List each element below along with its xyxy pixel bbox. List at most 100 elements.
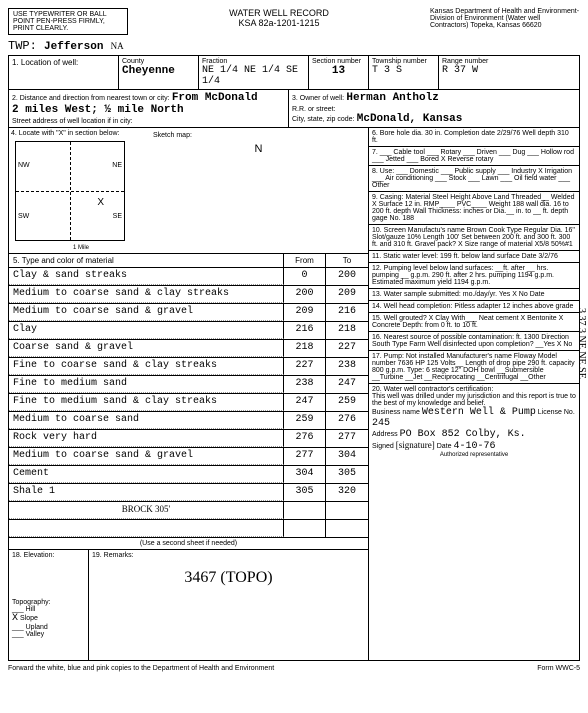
addr-label: Address bbox=[372, 431, 398, 438]
elevation-cell: 18. Elevation: Topography: ___ Hill X Sl… bbox=[9, 550, 89, 660]
s9: 9. Casing: Material Steel Height Above L… bbox=[369, 192, 579, 225]
biz-label: Business name bbox=[372, 409, 420, 416]
strata-to: 200 bbox=[326, 268, 368, 285]
distance-value2: 2 miles West; ½ mile North bbox=[12, 104, 184, 116]
s12: 12. Pumping level below land surfaces: _… bbox=[369, 263, 579, 289]
strata-name: Medium to coarse sand & gravel bbox=[9, 448, 284, 465]
s20-text: This well was drilled under my jurisdict… bbox=[372, 393, 576, 407]
owner-name: Herman Antholz bbox=[346, 92, 438, 104]
s8: 8. Use: ___ Domestic ___ Public supply _… bbox=[369, 166, 579, 192]
se-label: SE bbox=[113, 213, 122, 220]
topo-label: Topography: bbox=[12, 599, 85, 606]
strata-name: Clay & sand streaks bbox=[9, 268, 284, 285]
s6: 6. Bore hole dia. 30 in. Completion date… bbox=[369, 128, 579, 147]
twp-handwritten: NA bbox=[111, 41, 124, 51]
street-label: Street address of well location if in ci… bbox=[12, 118, 133, 125]
s15: 15. Well grouted? X Clay With___ Neat ce… bbox=[369, 313, 579, 332]
strata-from: 277 bbox=[284, 448, 326, 465]
owner-cell: 3. Owner of well: Herman Antholz R.R. or… bbox=[289, 90, 579, 127]
strata-to: 238 bbox=[326, 358, 368, 375]
brock-to bbox=[326, 502, 368, 519]
strata-header: 5. Type and color of material From To bbox=[9, 254, 368, 268]
distance-cell: 2. Distance and direction from nearest t… bbox=[9, 90, 289, 127]
water-well-record-form: USE TYPEWRITER OR BALL POINT PEN-PRESS F… bbox=[0, 0, 588, 680]
strata-row: Fine to medium sand & clay streaks 247 2… bbox=[9, 394, 368, 412]
left-column: 4. Locate with "X" in section below: NW … bbox=[9, 128, 369, 660]
township-value: T 3 S bbox=[372, 65, 435, 76]
remarks-cell: 19. Remarks: 3467 (TOPO) bbox=[89, 550, 368, 660]
strata-to: 277 bbox=[326, 430, 368, 447]
twp-value: Jefferson bbox=[44, 41, 103, 53]
range-value: R 37 W bbox=[442, 65, 576, 76]
s13: 13. Water sample submitted: mo./day/yr. … bbox=[369, 289, 579, 301]
strata-to: 227 bbox=[326, 340, 368, 357]
strata-name: Fine to medium sand & clay streaks bbox=[9, 394, 284, 411]
strata-row: Clay 216 218 bbox=[9, 322, 368, 340]
subtitle-text: KSA 82a-1201-1215 bbox=[229, 18, 329, 28]
topo-list: ___ Hill X Slope ___ Upland ___ Valley bbox=[12, 606, 85, 638]
from-header: From bbox=[284, 254, 326, 267]
h-divider bbox=[16, 191, 124, 192]
fraction-cell: Fraction NE 1/4 NE 1/4 SE 1/4 bbox=[199, 56, 309, 89]
empty-to bbox=[326, 520, 368, 537]
footer-row: Forward the white, blue and pink copies … bbox=[8, 661, 580, 672]
sign-label: Signed bbox=[372, 443, 394, 450]
strata-from: 247 bbox=[284, 394, 326, 411]
strata-name: Cement bbox=[9, 466, 284, 483]
strata-to: 216 bbox=[326, 304, 368, 321]
section-label: Section number bbox=[312, 58, 365, 65]
biz-value: Western Well & Pump bbox=[422, 407, 536, 418]
s20-label: 20. Water well contractor's certificatio… bbox=[372, 386, 576, 393]
sketch-label: Sketch map: bbox=[153, 132, 364, 139]
title-text: WATER WELL RECORD bbox=[229, 8, 329, 18]
sw-label: SW bbox=[18, 213, 29, 220]
strata-from: 227 bbox=[284, 358, 326, 375]
strata-from: 305 bbox=[284, 484, 326, 501]
strata-row: Cement 304 305 bbox=[9, 466, 368, 484]
strata-to: 247 bbox=[326, 376, 368, 393]
strata-row: Medium to coarse sand & gravel 277 304 bbox=[9, 448, 368, 466]
strata-row: Rock very hard 276 277 bbox=[9, 430, 368, 448]
strata-name: Shale 1 bbox=[9, 484, 284, 501]
signature: [signature] bbox=[396, 440, 435, 450]
auth-rep: Authorized representative bbox=[372, 452, 576, 458]
main-form: 1. Location of well: County Cheyenne Fra… bbox=[8, 55, 580, 661]
s11: 11. Static water level: 199 ft. below la… bbox=[369, 251, 579, 263]
fraction-label: Fraction bbox=[202, 58, 305, 65]
remarks-value: 3467 (TOPO) bbox=[92, 569, 365, 587]
elev-remarks: 18. Elevation: Topography: ___ Hill X Sl… bbox=[9, 550, 368, 660]
second-sheet-note: (Use a second sheet if needed) bbox=[9, 538, 368, 550]
location-row: 1. Location of well: County Cheyenne Fra… bbox=[9, 56, 579, 90]
township-label: Township number bbox=[372, 58, 435, 65]
strata-row: Fine to coarse sand & clay streaks 227 2… bbox=[9, 358, 368, 376]
margin-handwriting: 3 37 3 NE NE SE bbox=[576, 308, 587, 379]
type-instruction-box: USE TYPEWRITER OR BALL POINT PEN-PRESS F… bbox=[8, 8, 128, 35]
s20: 20. Water well contractor's certificatio… bbox=[369, 384, 579, 460]
strata-row: Medium to coarse sand & clay streaks 200… bbox=[9, 286, 368, 304]
topo-valley: Valley bbox=[26, 631, 45, 638]
topo-hill: Hill bbox=[26, 606, 36, 613]
strata-name: Medium to coarse sand bbox=[9, 412, 284, 429]
form-title: WATER WELL RECORD KSA 82a-1201-1215 bbox=[229, 8, 329, 28]
strata-name: Fine to medium sand bbox=[9, 376, 284, 393]
section-cell: Section number 13 bbox=[309, 56, 369, 89]
addr-value: PO Box 852 Colby, Ks. bbox=[400, 429, 526, 440]
range-label: Range number bbox=[442, 58, 576, 65]
header: USE TYPEWRITER OR BALL POINT PEN-PRESS F… bbox=[8, 8, 580, 35]
township-cell: Township number T 3 S bbox=[369, 56, 439, 89]
ne-label: NE bbox=[112, 162, 122, 169]
strata-to: 276 bbox=[326, 412, 368, 429]
strata-list: Clay & sand streaks 0 200Medium to coars… bbox=[9, 268, 368, 502]
strata-name: Fine to coarse sand & clay streaks bbox=[9, 358, 284, 375]
empty-from bbox=[284, 520, 326, 537]
locate-left: 4. Locate with "X" in section below: NW … bbox=[11, 130, 151, 251]
date-value: 4-10-76 bbox=[453, 441, 495, 452]
strata-row: Coarse sand & gravel 218 227 bbox=[9, 340, 368, 358]
to-header: To bbox=[326, 254, 368, 267]
range-cell: Range number R 37 W bbox=[439, 56, 579, 89]
nw-label: NW bbox=[18, 162, 30, 169]
strata-name: Coarse sand & gravel bbox=[9, 340, 284, 357]
mid-section: 4. Locate with "X" in section below: NW … bbox=[9, 128, 579, 660]
locate-section: 4. Locate with "X" in section below: NW … bbox=[9, 128, 368, 254]
strata-name: Clay bbox=[9, 322, 284, 339]
